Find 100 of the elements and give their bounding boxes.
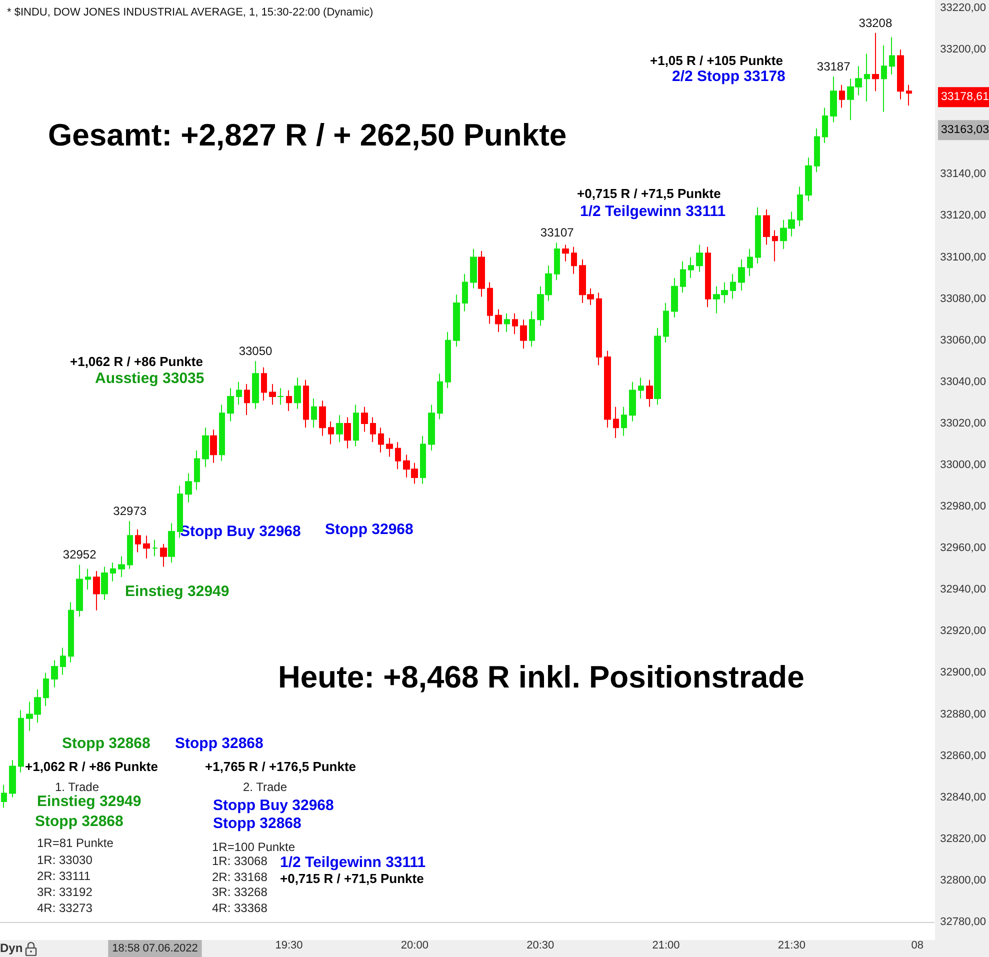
annotation: 33107 — [540, 226, 574, 240]
candlestick — [470, 248, 477, 289]
candlestick — [529, 310, 535, 348]
candlestick — [763, 208, 770, 246]
y-tick-label: 32820,00 — [940, 832, 986, 845]
annotation: Stopp 32868 — [175, 735, 264, 752]
candlestick — [395, 442, 401, 470]
annotation: 33208 — [858, 16, 892, 30]
annotation: 2. Trade — [243, 780, 288, 794]
candlestick — [562, 244, 569, 262]
candlestick — [671, 278, 678, 318]
annotation: Heute: +8,468 R inkl. Positionstrade — [278, 659, 804, 694]
candlestick — [143, 535, 150, 559]
candlestick — [311, 398, 317, 428]
candlestick — [696, 244, 703, 272]
x-tick-label: 21:30 — [778, 940, 806, 952]
candlestick — [629, 381, 636, 422]
candlestick — [504, 312, 510, 333]
y-tick-label: 32900,00 — [940, 666, 986, 679]
candlestick — [495, 308, 502, 333]
candlestick — [344, 416, 351, 449]
candlestick — [830, 76, 837, 123]
candlestick — [328, 420, 334, 445]
annotation: Stopp Buy 32968 — [213, 797, 334, 814]
annotation: 3R: 33192 — [37, 884, 93, 899]
candlestick — [127, 520, 133, 570]
candlestick — [168, 522, 175, 564]
annotation: +1,765 R / +176,5 Punkte — [205, 759, 356, 774]
y-tick-label: 32960,00 — [940, 542, 986, 554]
y-tick-label: 33140,00 — [940, 168, 986, 180]
candlestick — [85, 568, 91, 590]
candlestick — [244, 383, 250, 416]
y-tick-label: 33200,00 — [940, 44, 986, 56]
candlestick — [772, 230, 778, 262]
annotation: 4R: 33273 — [37, 900, 93, 915]
candlestick — [194, 450, 200, 490]
y-tick-label: 33220,00 — [940, 2, 986, 14]
y-tick-label: 33020,00 — [940, 417, 986, 430]
y-tick-label: 32800,00 — [940, 874, 986, 886]
y-tick-label: 33040,00 — [940, 376, 986, 388]
candlestick — [18, 710, 24, 773]
y-tick-label: 32940,00 — [940, 584, 986, 596]
x-tick-label: 20:30 — [526, 940, 554, 952]
annotation: Stopp 32868 — [213, 815, 302, 832]
annotation: Einstieg 32949 — [37, 793, 142, 810]
candlestick — [219, 404, 225, 462]
candlestick — [336, 414, 343, 443]
candlestick — [680, 260, 686, 294]
annotation: 1. Trade — [55, 780, 100, 794]
candlestick — [420, 435, 426, 484]
y-tick-label: 32880,00 — [940, 708, 986, 720]
candlestick — [646, 379, 653, 408]
annotation: 4R: 33368 — [212, 900, 268, 915]
candlestick — [428, 404, 435, 451]
candlestick — [814, 128, 820, 173]
candlestick — [277, 388, 284, 406]
candlestick — [261, 366, 267, 402]
candlestick — [462, 273, 468, 312]
annotation: Stopp 32868 — [35, 813, 124, 830]
annotation: 32973 — [113, 504, 147, 518]
y-tick-label: 33120,00 — [940, 210, 986, 222]
candlestick — [638, 377, 644, 400]
candlestick — [1, 784, 7, 808]
candlestick — [210, 429, 217, 464]
candlestick — [520, 319, 527, 350]
annotation: Einstieg 32949 — [125, 583, 230, 600]
x-tick-label: 20:00 — [400, 940, 428, 952]
candlestick — [386, 437, 393, 458]
annotation: 1R: 33068 — [212, 854, 268, 868]
x-tick-label: 19:30 — [275, 940, 303, 952]
annotation: +1,062 R / +86 Punkte — [70, 354, 203, 370]
candlestick — [353, 404, 359, 447]
candlestick — [839, 84, 845, 108]
candlestick — [319, 400, 326, 436]
candlestick — [897, 49, 904, 100]
candlestick — [738, 258, 745, 292]
candlestick — [51, 660, 58, 688]
y-tick-label: 32840,00 — [940, 791, 986, 804]
candlestick — [688, 256, 694, 279]
annotation: +0,715 R / +71,5 Punkte — [577, 186, 721, 202]
candlestick — [487, 282, 493, 324]
text: Dyn — [0, 940, 23, 955]
candlestick — [152, 539, 158, 557]
candlestick — [864, 53, 870, 102]
annotation: +1,05 R / +105 Punkte — [650, 53, 783, 68]
candlestick — [512, 312, 518, 335]
annotation: Stopp 32968 — [325, 521, 414, 538]
y-tick-label: 32860,00 — [940, 750, 986, 762]
candlestick — [881, 44, 887, 112]
candlestick — [185, 472, 192, 503]
candlestick — [604, 350, 611, 428]
x-tick-label: 18:58 07.06.2022 — [112, 942, 198, 954]
candlestick — [805, 157, 812, 202]
candlestick — [621, 406, 627, 436]
candlestick — [202, 427, 209, 468]
y-tick-label: 33000,00 — [940, 459, 986, 471]
annotation: 1R=81 Punkte — [37, 836, 114, 850]
candlestick — [554, 242, 560, 281]
candlestick — [303, 379, 309, 428]
candlestick — [797, 186, 803, 227]
